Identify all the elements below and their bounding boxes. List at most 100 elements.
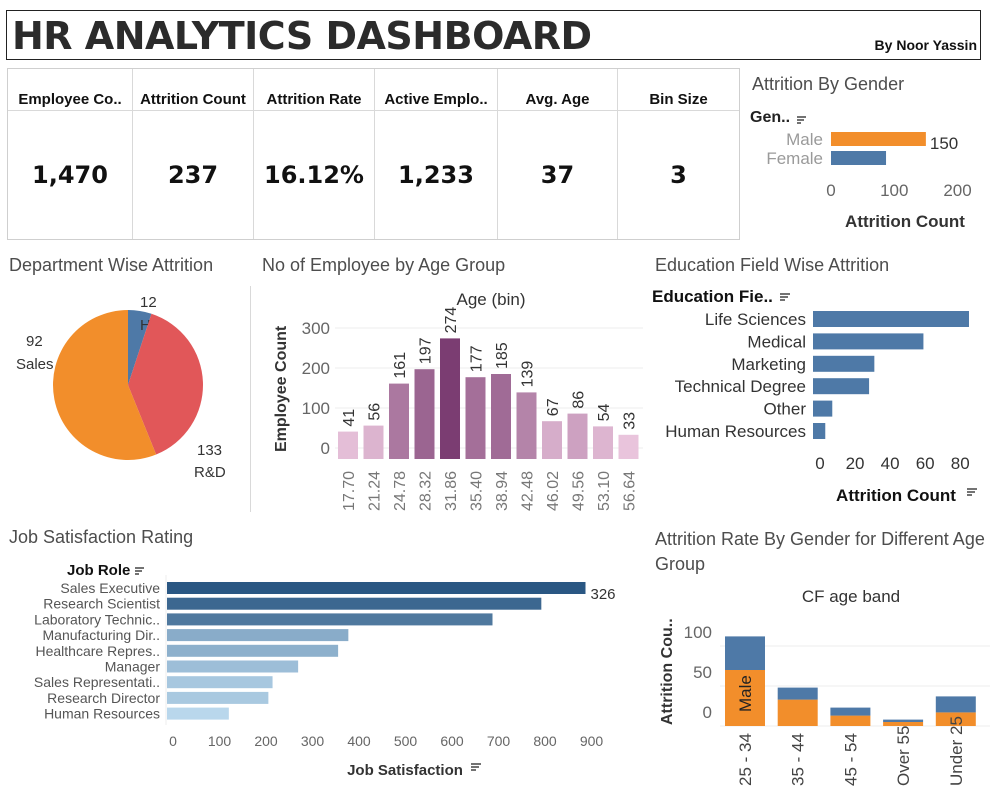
- education-x-tick: 40: [881, 454, 900, 473]
- age-bar[interactable]: [440, 338, 460, 459]
- jobsat-bar-manager[interactable]: [167, 660, 299, 673]
- jobsat-x-tick: 700: [487, 733, 511, 749]
- age-bar[interactable]: [491, 374, 511, 459]
- education-x-axis-title: Attrition Count: [836, 486, 956, 505]
- agegender-section-title: Attrition Rate By Gender for Different A…: [655, 529, 985, 574]
- kpi-value: 37: [540, 161, 575, 189]
- age-bar[interactable]: [542, 421, 562, 459]
- agegender-bar-segment[interactable]: [883, 719, 924, 722]
- age-bar[interactable]: [618, 434, 639, 459]
- education-bar-medical[interactable]: [813, 333, 924, 350]
- jobsat-data-label: 326: [591, 586, 616, 603]
- jobsat-bar-healthcare-repres[interactable]: [167, 644, 339, 657]
- kpi-card-employee-count[interactable]: Employee Co.. 1,470: [8, 69, 133, 239]
- age-x-tick: 21.24: [367, 471, 384, 511]
- jobsat-bar-research-scientist[interactable]: [167, 597, 542, 610]
- gender-dimension-label[interactable]: Gen..: [750, 109, 790, 126]
- age-bar[interactable]: [516, 392, 537, 459]
- pie-slice-sales[interactable]: [128, 313, 203, 455]
- agegender-bar-segment[interactable]: [883, 722, 924, 726]
- age-bar[interactable]: [389, 383, 409, 459]
- education-bar-life-sciences[interactable]: [813, 311, 969, 327]
- age-bar[interactable]: [465, 377, 486, 459]
- jobsat-x-tick: 400: [347, 733, 371, 749]
- education-bar-human-resources[interactable]: [813, 423, 826, 439]
- agegender-y-tick: 50: [693, 663, 712, 682]
- jobsat-section-title: Job Satisfaction Rating: [9, 527, 194, 547]
- sort-icon[interactable]: [967, 488, 977, 496]
- sort-icon[interactable]: [780, 293, 790, 301]
- header-box: [6, 10, 981, 60]
- agegender-x-tick: Under 25: [947, 716, 966, 786]
- age-x-tick: 49.56: [571, 471, 588, 511]
- pie-slice-hr[interactable]: [128, 310, 152, 385]
- agegender-x-tick: 25 - 34: [736, 733, 755, 786]
- education-bar-technical-degree[interactable]: [813, 378, 870, 395]
- age-bar[interactable]: [567, 413, 588, 459]
- education-x-tick: 60: [916, 454, 935, 473]
- age-bar-value: 86: [571, 391, 588, 409]
- education-bar-marketing[interactable]: [813, 355, 875, 372]
- kpi-card-avg-age[interactable]: Avg. Age 37: [498, 69, 618, 239]
- age-bar-value: 139: [520, 361, 537, 388]
- gender-bar-male[interactable]: [831, 132, 926, 146]
- age-bar[interactable]: [414, 369, 435, 459]
- gender-section-title: Attrition By Gender: [752, 74, 905, 94]
- jobsat-x-tick: 300: [301, 733, 325, 749]
- kpi-value: 16.12%: [264, 161, 364, 189]
- agegender-bar-segment[interactable]: [777, 699, 818, 726]
- age-bar[interactable]: [363, 425, 384, 459]
- education-category-label: Human Resources: [665, 422, 806, 441]
- kpi-card-attrition-count[interactable]: Attrition Count 237: [133, 69, 254, 239]
- education-bar-other[interactable]: [813, 400, 833, 417]
- jobsat-category-label: Laboratory Technic..: [34, 611, 160, 627]
- agegender-bar-segment[interactable]: [777, 687, 818, 700]
- age-bar[interactable]: [338, 431, 358, 459]
- sort-icon[interactable]: [471, 763, 481, 771]
- agegender-bar-segment[interactable]: [725, 670, 765, 726]
- pie-slice-r-d[interactable]: [53, 310, 157, 460]
- kpi-card-attrition-rate[interactable]: Attrition Rate 16.12%: [254, 69, 375, 239]
- sort-icon[interactable]: [797, 116, 806, 124]
- age-x-tick: 24.78: [392, 471, 409, 511]
- education-dimension-label[interactable]: Education Fie..: [652, 287, 773, 306]
- education-chart: Education Fie.. Life Sciences Medical Mark…: [652, 287, 977, 505]
- agegender-y-axis-title: Attrition Cou..: [659, 618, 676, 725]
- jobsat-bar-sales-executive[interactable]: [167, 582, 586, 594]
- education-x-tick: 20: [846, 454, 865, 473]
- agegender-chart: CF age band Attrition Cou.. 0 50 100 25 - 3…: [659, 587, 990, 786]
- jobsat-x-tick: 500: [394, 733, 418, 749]
- education-category-label: Life Sciences: [705, 310, 806, 329]
- kpi-card-bin-size[interactable]: Bin Size 3: [618, 69, 739, 239]
- age-bar-value: 41: [341, 409, 358, 427]
- age-x-tick: 35.40: [469, 471, 486, 511]
- agegender-y-tick: 0: [703, 703, 712, 722]
- jobsat-bar-laboratory-technic[interactable]: [167, 613, 493, 626]
- pie-value-label: 92: [26, 333, 43, 350]
- jobsat-category-label: Healthcare Repres..: [35, 643, 160, 659]
- jobsat-bar-manufacturing-dir[interactable]: [167, 629, 349, 642]
- gender-category-label: Male: [786, 130, 823, 149]
- age-chart: Age (bin) Employee Count 0 100 200 300 41 17.…: [273, 290, 643, 511]
- jobsat-bar-human-resources[interactable]: [167, 707, 229, 720]
- jobsat-category-label: Sales Executive: [60, 580, 160, 596]
- agegender-bar-segment[interactable]: [935, 712, 976, 726]
- jobsat-x-tick: 600: [440, 733, 464, 749]
- age-bar-value: 33: [622, 412, 639, 430]
- agegender-bar-segment[interactable]: [935, 696, 976, 713]
- agegender-bar-segment[interactable]: [830, 715, 871, 726]
- gender-bar-female[interactable]: [831, 151, 887, 165]
- age-bar-value: 274: [443, 307, 460, 334]
- kpi-value: 1,233: [398, 161, 474, 189]
- agegender-bar-segment[interactable]: [725, 636, 765, 670]
- sort-icon[interactable]: [135, 567, 144, 575]
- age-bar[interactable]: [593, 426, 613, 459]
- kpi-label: Attrition Count: [133, 69, 253, 111]
- jobsat-dimension-label[interactable]: Job Role: [67, 562, 130, 579]
- jobsat-bar-research-director[interactable]: [167, 691, 269, 704]
- agegender-bar-segment[interactable]: [830, 707, 871, 716]
- kpi-card-active-employees[interactable]: Active Emplo.. 1,233: [375, 69, 498, 239]
- department-pie-chart: 12HR92Sales133R&D: [16, 294, 226, 481]
- education-category-label: Marketing: [731, 355, 806, 374]
- jobsat-bar-sales-representati[interactable]: [167, 676, 273, 689]
